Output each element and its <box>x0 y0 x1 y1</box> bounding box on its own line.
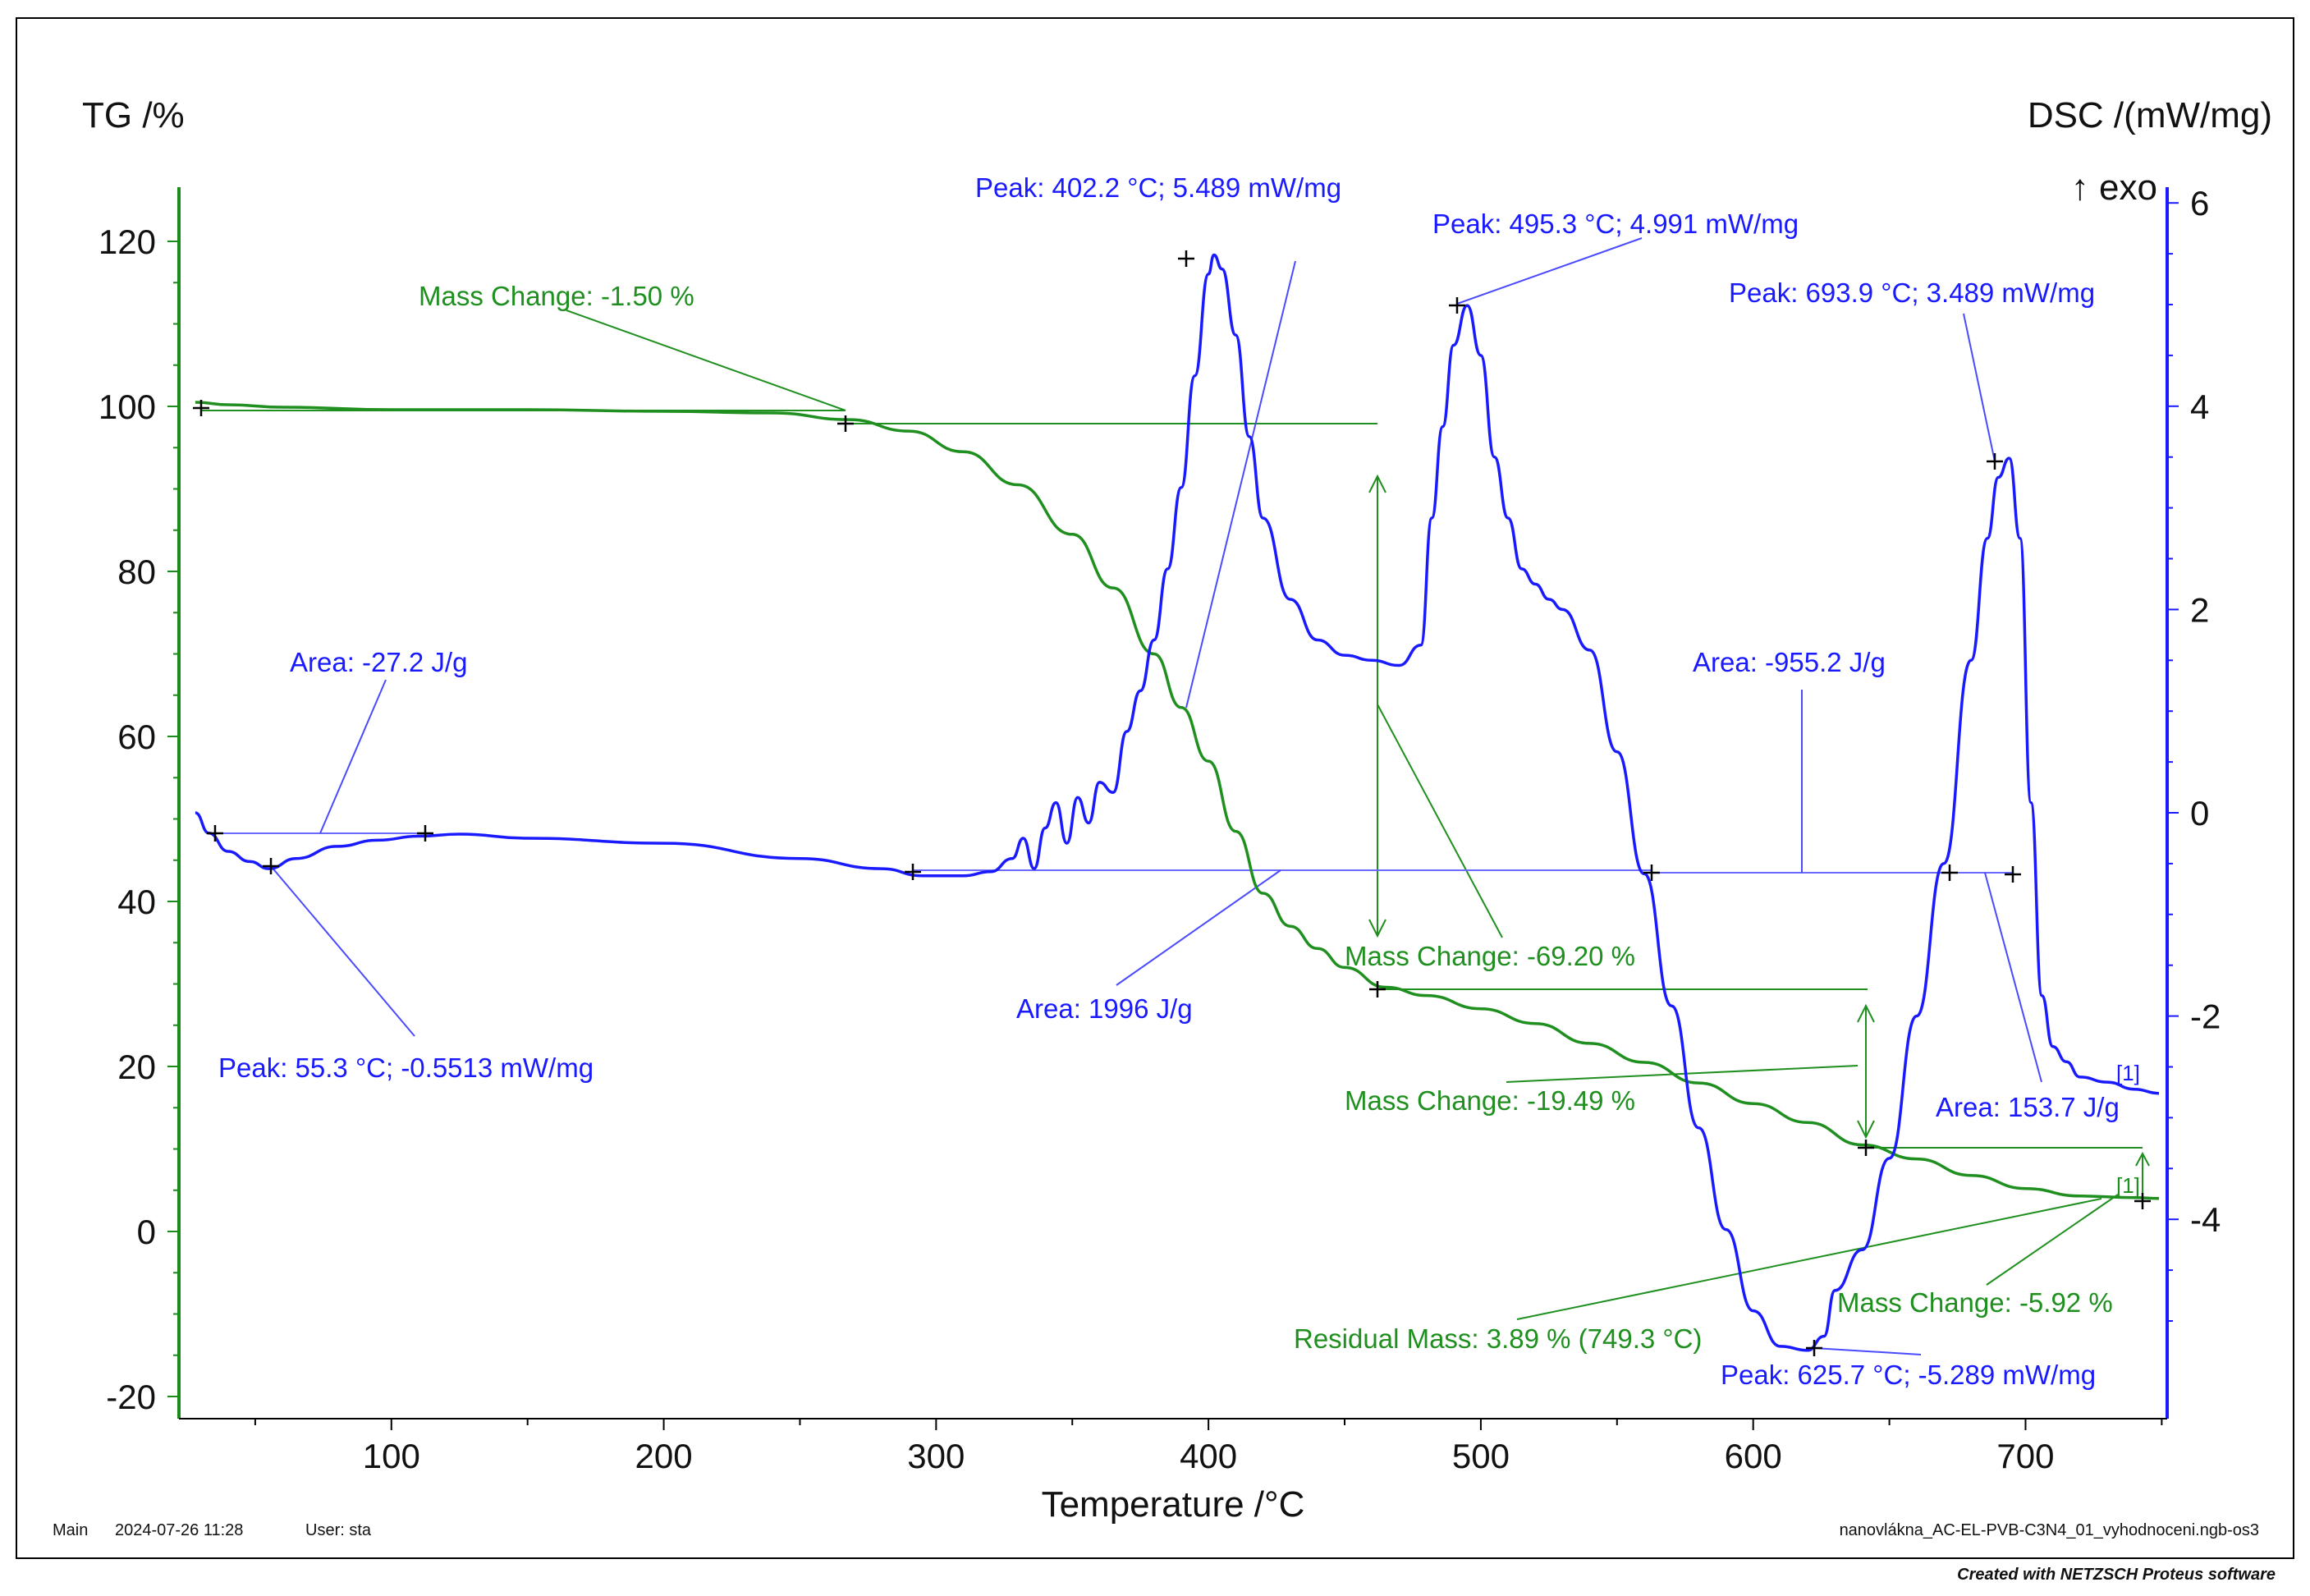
dsc-tick-label: -4 <box>2190 1200 2221 1239</box>
leader-mass-change-2 <box>1377 704 1503 938</box>
dsc-tick-label: -2 <box>2190 998 2221 1036</box>
tg-tick-label: 60 <box>117 718 156 756</box>
leader-peak-2 <box>1456 237 1643 305</box>
dsc-axis-title: DSC /(mW/mg) <box>2028 95 2272 135</box>
marker <box>837 415 854 432</box>
dsc-curve-label: [1] <box>2116 1061 2140 1085</box>
leader-residual-mass <box>1516 1198 2102 1320</box>
tg-curve-label: [1] <box>2116 1173 2140 1198</box>
tg-curve <box>195 401 2160 1200</box>
annotation-peak-4: Peak: 55.3 °C; -0.5513 mW/mg <box>218 1053 594 1083</box>
dsc-axis-ticks: -4 -2 0 2 4 6 <box>2167 184 2221 1322</box>
leader-area-4 <box>1984 872 2042 1083</box>
dsc-tick-label: 0 <box>2190 794 2209 832</box>
marker <box>207 825 223 842</box>
dsc-tick-label: 4 <box>2190 388 2209 426</box>
annotation-peak-3: Peak: 693.9 °C; 3.489 mW/mg <box>1729 277 2095 308</box>
marker <box>417 825 433 842</box>
marker <box>1449 297 1465 314</box>
dsc-tick-label: 6 <box>2190 184 2209 222</box>
x-axis-title: Temperature /°C <box>1042 1484 1305 1525</box>
marker <box>905 864 921 880</box>
tg-axis-ticks: -20 0 20 40 60 80 100 120 <box>99 222 179 1416</box>
x-tick-label: 400 <box>1180 1437 1237 1475</box>
annotation-area-4: Area: 153.7 J/g <box>1936 1092 2120 1122</box>
annotation-peak-5: Peak: 625.7 °C; -5.289 mW/mg <box>1721 1360 2096 1390</box>
tg-tick-label: 40 <box>117 883 156 921</box>
annotation-mass-change-3: Mass Change: -19.49 % <box>1345 1085 1635 1116</box>
marker <box>1987 453 2003 470</box>
x-tick-label: 100 <box>363 1437 420 1475</box>
tg-tick-label: 120 <box>99 222 156 261</box>
footer-segment: Main <box>53 1521 88 1539</box>
x-axis-ticks: 100 200 300 400 500 600 700 <box>254 1419 2163 1475</box>
x-tick-label: 300 <box>907 1437 965 1475</box>
arrow-head-up-4 <box>2135 1151 2150 1167</box>
marker <box>2134 1193 2151 1209</box>
leader-mass-change-1 <box>566 310 846 411</box>
leader-mass-change-3 <box>1506 1065 1859 1083</box>
annotation-mass-change-1: Mass Change: -1.50 % <box>419 281 694 311</box>
marker <box>1858 1140 1874 1156</box>
arrow-head-down-3 <box>1857 1120 1875 1140</box>
tg-tick-label: 100 <box>99 388 156 426</box>
marker <box>1369 981 1386 998</box>
marker <box>1643 864 1660 881</box>
annotation-area-2: Area: 1996 J/g <box>1016 993 1193 1024</box>
arrow-head-up-2 <box>1368 474 1386 493</box>
annotation-guides <box>201 237 2150 1355</box>
dsc-tick-label: 2 <box>2190 590 2209 629</box>
x-tick-label: 700 <box>1996 1437 2054 1475</box>
tg-tick-label: -20 <box>106 1378 156 1416</box>
arrow-head-up-3 <box>1857 1003 1875 1023</box>
software-credit: Created with NETZSCH Proteus software <box>1957 1566 2276 1584</box>
leader-peak-4 <box>270 865 415 1037</box>
annotation-area-3: Area: -955.2 J/g <box>1693 647 1886 677</box>
annotation-mass-change-2: Mass Change: -69.20 % <box>1345 941 1635 971</box>
x-tick-label: 200 <box>635 1437 693 1475</box>
marker <box>2005 866 2021 883</box>
annotation-mass-change-4: Mass Change: -5.92 % <box>1837 1287 2113 1318</box>
marker <box>193 400 209 416</box>
x-tick-label: 600 <box>1725 1437 1782 1475</box>
tg-tick-label: 80 <box>117 553 156 591</box>
annotation-peak-2: Peak: 495.3 °C; 4.991 mW/mg <box>1432 209 1799 239</box>
leader-area-2 <box>1116 869 1281 986</box>
exo-label: ↑ exo <box>2071 167 2157 208</box>
arrow-head-down-2 <box>1368 919 1386 938</box>
marker <box>1941 864 1958 881</box>
plot-frame <box>16 17 2294 1559</box>
annotation-peak-1: Peak: 402.2 °C; 5.489 mW/mg <box>975 172 1341 203</box>
leader-area-1 <box>319 679 387 834</box>
leader-peak-3 <box>1963 313 1996 462</box>
annotation-residual-mass: Residual Mass: 3.89 % (749.3 °C) <box>1294 1323 1702 1354</box>
point-markers <box>193 250 2151 1356</box>
marker <box>1806 1340 1822 1356</box>
dsc-curve <box>195 253 2160 1352</box>
annotation-area-1: Area: -27.2 J/g <box>290 647 467 677</box>
leader-peak-1 <box>1185 260 1296 709</box>
marker <box>1178 250 1194 267</box>
tg-tick-label: 0 <box>137 1213 156 1251</box>
footer-datetime: 2024-07-26 11:28 <box>115 1521 243 1539</box>
x-tick-label: 500 <box>1452 1437 1510 1475</box>
footer-user: User: sta <box>305 1521 372 1539</box>
leader-mass-change-4 <box>1986 1194 2119 1286</box>
leader-peak-5 <box>1813 1347 1922 1355</box>
tg-axis-title: TG /% <box>82 95 185 135</box>
marker <box>263 858 279 874</box>
tg-tick-label: 20 <box>117 1048 156 1086</box>
footer-filename: nanovlákna_AC-EL-PVB-C3N4_01_vyhodnoceni… <box>1840 1521 2259 1539</box>
